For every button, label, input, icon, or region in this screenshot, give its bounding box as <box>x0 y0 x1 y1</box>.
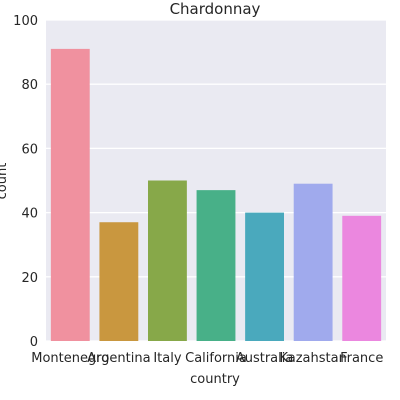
y-tick-labels: 0 20 40 60 80 100 <box>13 14 38 350</box>
bar-australia <box>245 212 284 341</box>
y-tick-label: 80 <box>21 78 38 93</box>
y-axis-label: count <box>0 163 10 200</box>
bars <box>50 48 382 341</box>
x-tick-label: France <box>340 351 383 366</box>
x-tick-label: Montenegro <box>31 351 109 366</box>
y-tick-label: 20 <box>21 271 38 286</box>
y-tick-label: 0 <box>30 335 38 350</box>
bar-california <box>196 190 236 341</box>
x-tick-label: Argentina <box>87 351 150 366</box>
y-tick-label: 40 <box>21 207 38 222</box>
bar-argentina <box>99 222 139 341</box>
y-tick-label: 60 <box>21 142 38 157</box>
x-tick-label: California <box>185 351 247 366</box>
bar-italy <box>148 180 187 341</box>
bar-montenegro <box>50 48 90 341</box>
x-tick-label: Australia <box>236 351 294 366</box>
bar-france <box>342 215 382 341</box>
chart-title: Chardonnay <box>170 0 261 18</box>
x-tick-label: Italy <box>153 351 182 366</box>
bar-kazahstan <box>293 183 333 341</box>
x-axis-label: country <box>190 372 240 387</box>
x-tick-label: Kazahstan <box>279 351 346 366</box>
y-tick-label: 100 <box>13 14 38 29</box>
